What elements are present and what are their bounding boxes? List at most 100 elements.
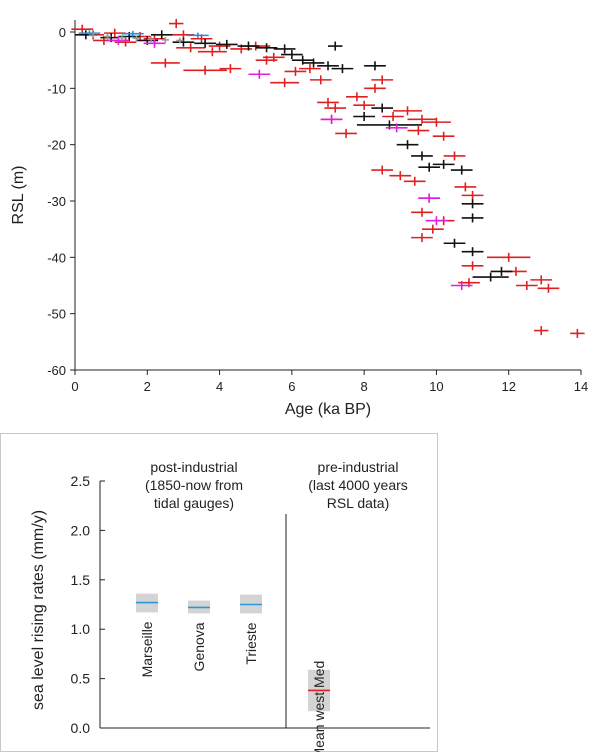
rsl-data-point [443, 151, 466, 161]
rsl-data-point [335, 128, 357, 138]
rsl-y-tick-label: -50 [47, 307, 66, 322]
rsl-chart: 0 -10 -20 -30 -40 -50 -60 0 2 4 6 8 10 12 14 Age (ka … [10, 19, 588, 418]
rsl-data-point [418, 162, 441, 172]
rsl-data-point [161, 37, 169, 43]
rsl-data-point [537, 283, 560, 293]
rates-y-tick-label: 0.5 [71, 671, 91, 687]
rsl-data-point [418, 193, 441, 203]
rsl-data-point [215, 39, 238, 49]
rsl-x-axis-label: Age (ka BP) [285, 401, 371, 418]
rate-range-item: Genova [188, 600, 210, 671]
rsl-data-point [385, 123, 408, 133]
rate-range-item: Marseille [136, 593, 158, 677]
rsl-x-tick-label: 12 [501, 379, 515, 394]
rsl-data-point [89, 32, 97, 39]
rsl-data-point [176, 37, 184, 44]
rsl-data-point [176, 43, 206, 53]
rsl-data-point [371, 75, 394, 85]
rsl-data-point [317, 61, 339, 71]
rsl-data-point [194, 38, 216, 48]
rsl-data-point [454, 182, 477, 192]
rates-y-tick-label: 2.5 [71, 473, 91, 489]
rsl-data-point [255, 43, 278, 53]
rsl-data-point [320, 114, 343, 124]
rsl-data-point [421, 224, 444, 234]
rsl-data-point [284, 66, 307, 76]
rsl-data-point [317, 97, 339, 107]
group-title: post-industrial (1850-now from tidal gauge… [145, 459, 243, 511]
rate-item-label: Marseille [139, 621, 155, 677]
rsl-y-tick-label: -20 [47, 138, 66, 153]
rates-y-tick-label: 1.5 [71, 572, 91, 588]
rsl-x-tick-label: 6 [288, 379, 295, 394]
rsl-data-point [534, 326, 549, 336]
rsl-data-point [219, 64, 242, 74]
rsl-data-point [461, 261, 484, 271]
rsl-data-point [421, 117, 451, 127]
rsl-data-point [443, 238, 466, 248]
rsl-data-point [281, 50, 303, 60]
rsl-data-point [299, 64, 321, 74]
rates-chart: 0.0 0.5 1.0 1.5 2.0 2.5 post-industrial (1850-… [30, 459, 430, 752]
rsl-data-point [197, 47, 227, 57]
rsl-data-point [237, 41, 260, 51]
rsl-data-point [371, 103, 394, 113]
rsl-data-point [71, 24, 94, 34]
rsl-data-point [121, 30, 144, 37]
rsl-y-tick-label: 0 [59, 25, 66, 40]
rsl-data-point [103, 33, 112, 40]
rsl-data-point [364, 61, 386, 71]
rsl-data-point [103, 28, 126, 38]
rsl-data-point [328, 41, 343, 51]
rsl-data-point [309, 75, 332, 85]
rsl-data-point [490, 266, 513, 276]
rsl-x-tick-label: 14 [574, 379, 588, 394]
rsl-data-point [273, 44, 296, 54]
rsl-data-point [407, 126, 430, 136]
rsl-y-tick-label: -60 [47, 363, 66, 378]
rsl-data-point [150, 58, 180, 68]
rates-y-axis-label: sea level rising rates (mm/y) [30, 510, 47, 710]
rsl-data-point [183, 65, 227, 75]
rsl-data-point [302, 58, 325, 68]
rates-y-tick-label: 1.0 [71, 621, 91, 637]
rsl-data-point [396, 140, 419, 150]
rsl-data-point [425, 216, 448, 226]
rsl-data-point [371, 165, 394, 175]
rsl-data-point [118, 34, 126, 41]
rsl-data-point [570, 328, 585, 338]
rsl-data-point [346, 92, 368, 102]
rsl-data-point [143, 38, 166, 48]
rsl-data-point [432, 131, 455, 141]
rsl-y-tick-label: -30 [47, 194, 66, 209]
rsl-data-point [515, 280, 538, 291]
rates-y-tick-label: 0.0 [71, 720, 91, 736]
rsl-data-point [461, 190, 484, 200]
rsl-y-axis-label: RSL (m) [10, 166, 27, 225]
rsl-x-tick-label: 8 [361, 379, 368, 394]
rsl-data-point [389, 171, 412, 181]
rsl-data-point [461, 199, 484, 209]
rsl-data-point [168, 19, 184, 29]
rsl-data-point [530, 275, 553, 285]
rsl-data-point [270, 78, 300, 88]
rsl-x-tick-label: 0 [71, 379, 78, 394]
rsl-data-point [411, 207, 433, 217]
rsl-data-point [472, 272, 509, 282]
rate-range-item: Mean west Med [308, 661, 330, 752]
rsl-y-tick-label: -40 [47, 250, 66, 265]
rsl-data-point [461, 213, 484, 223]
rsl-data-point [450, 280, 473, 291]
rsl-data-point [132, 35, 141, 42]
rsl-x-tick-label: 2 [144, 379, 151, 394]
rsl-data-point [187, 32, 209, 39]
rsl-data-point [172, 37, 195, 47]
rsl-data-point [324, 103, 347, 113]
rsl-data-point [393, 106, 422, 116]
group-title: pre-industrial (last 4000 years RSL data) [308, 459, 408, 511]
rsl-data-point [461, 247, 484, 257]
rsl-data-point [150, 30, 173, 40]
rate-range-item: Trieste [240, 594, 262, 665]
rsl-data-point [432, 159, 455, 169]
